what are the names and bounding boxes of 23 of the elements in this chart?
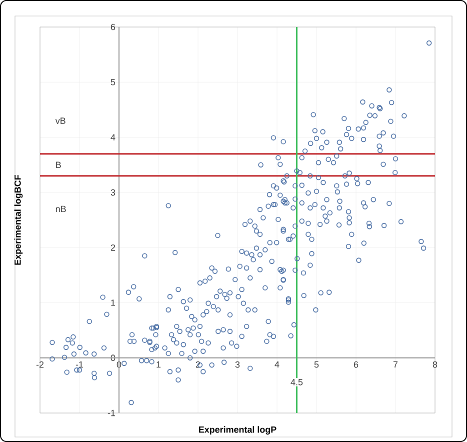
x-tick-label: 1 [156, 361, 161, 368]
y-tick-label: -1 [108, 410, 116, 416]
ref-line-label: 4.5 [290, 379, 303, 386]
x-tick-label: 6 [354, 361, 358, 368]
x-tick-label: -1 [76, 361, 84, 368]
y-tick-label: 0 [110, 354, 116, 362]
x-tick-label: 5 [314, 361, 319, 368]
annotation: B [56, 162, 61, 168]
y-tick-label: 1 [111, 300, 116, 306]
y-tick-label: 5 [110, 79, 116, 86]
x-axis-title: Experimental logP [198, 426, 276, 435]
x-tick-label: 3 [235, 361, 240, 368]
x-tick-label: 4 [274, 361, 280, 368]
annotation: vB [55, 118, 66, 124]
y-tick-label: 4 [110, 134, 116, 140]
x-tick-label: 8 [432, 361, 438, 368]
annotation: nB [56, 206, 66, 212]
y-tick-label: 2 [110, 244, 116, 251]
y-tick-label: 6 [110, 24, 116, 30]
x-tick-label: -2 [36, 361, 44, 368]
y-axis-title: Experimental logBCF [14, 174, 23, 265]
y-tick-label: 3 [110, 189, 116, 196]
x-tick-label: 7 [393, 361, 398, 368]
